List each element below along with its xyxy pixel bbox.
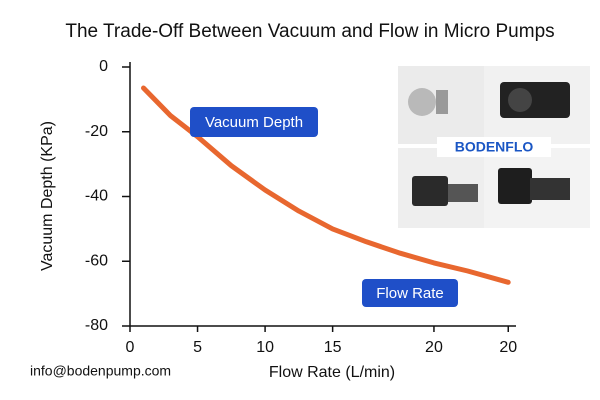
- x-tick-label: 20: [425, 339, 443, 356]
- y-tick-label: -60: [85, 252, 108, 269]
- annotation-text: Vacuum Depth: [205, 114, 303, 131]
- y-axis-label: Vacuum Depth (KPa): [39, 121, 56, 271]
- x-tick-label: 10: [256, 339, 274, 356]
- x-tick-label: 20: [499, 339, 517, 356]
- x-tick-label: 15: [324, 339, 342, 356]
- x-axis-label: Flow Rate (L/min): [269, 364, 395, 381]
- y-tick-label: 0: [99, 58, 108, 75]
- annotation-text: Flow Rate: [376, 285, 444, 302]
- y-tick-label: -20: [85, 123, 108, 140]
- x-tick-label: 5: [193, 339, 202, 356]
- y-tick-label: -40: [85, 188, 108, 205]
- footer-text: info@bodenpump.com: [30, 363, 171, 379]
- chart-title: The Trade-Off Between Vacuum and Flow in…: [65, 21, 554, 42]
- annotation-box: [362, 279, 458, 307]
- product-photos: BODENFLO: [398, 66, 590, 228]
- x-tick-label: 0: [126, 339, 135, 356]
- y-tick-label: -80: [85, 317, 108, 334]
- annotation-box: [190, 107, 318, 137]
- logo-text: BODENFLO: [455, 139, 534, 155]
